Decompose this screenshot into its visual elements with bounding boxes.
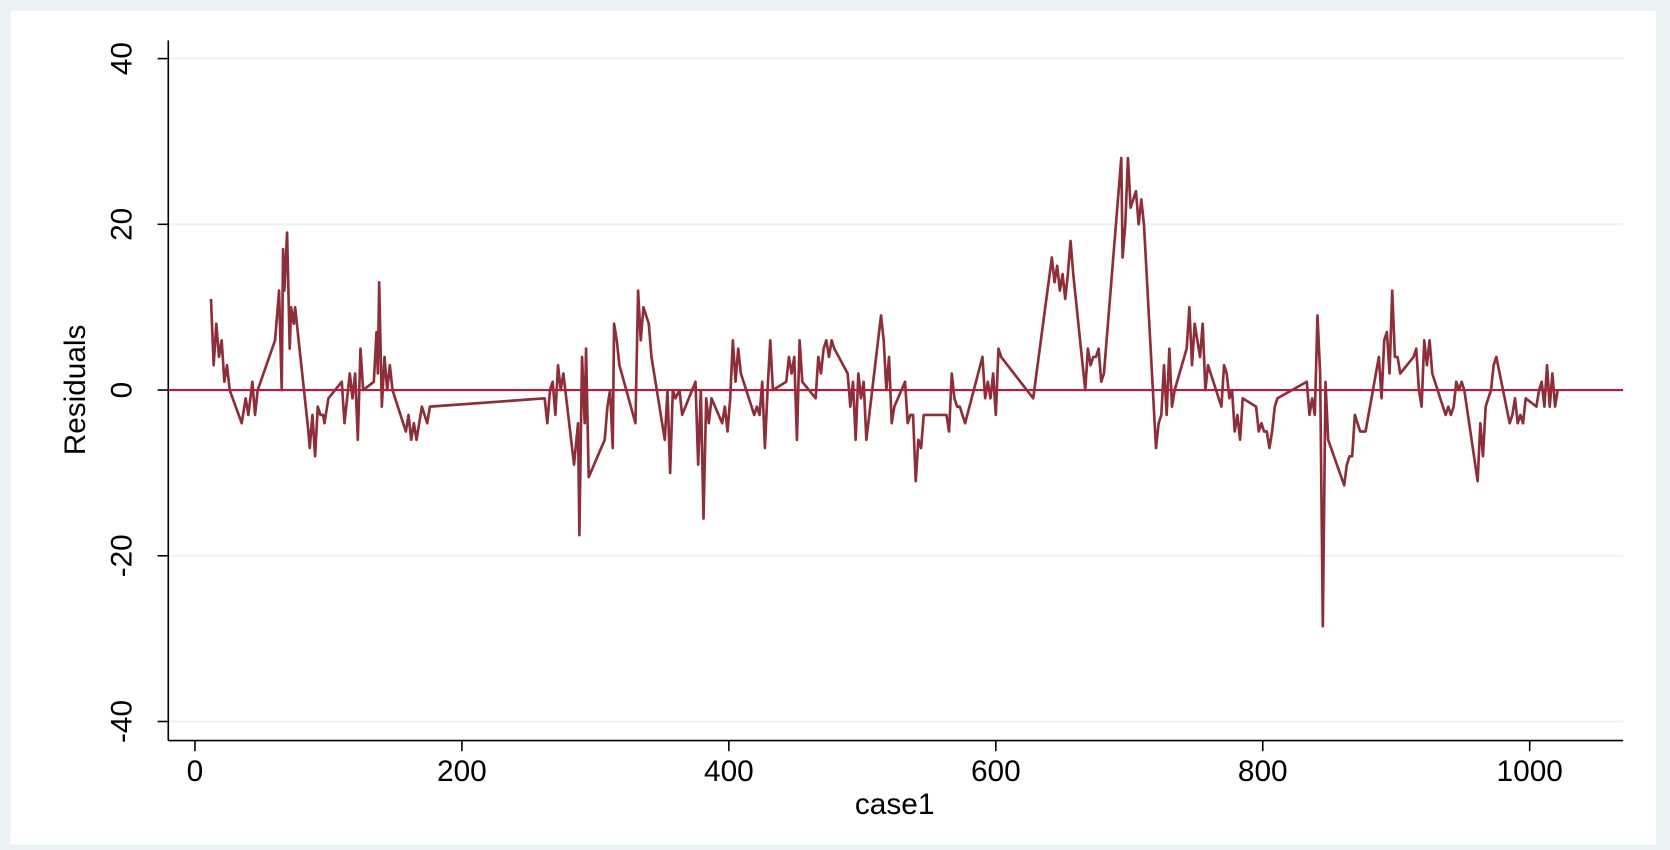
data-line	[209, 156, 1560, 628]
y-tick-label: 20	[105, 208, 138, 241]
x-tick-label: 600	[971, 755, 1021, 788]
y-tick-label: -20	[105, 534, 138, 577]
plot-region	[10, 10, 1657, 845]
y-axis-label: Residuals	[59, 325, 92, 456]
y-tick-label: 40	[105, 42, 138, 75]
x-tick-label: 800	[1238, 755, 1288, 788]
x-tick-label: 400	[704, 755, 754, 788]
y-tick-label: -40	[105, 700, 138, 743]
x-tick-label: 200	[437, 755, 487, 788]
x-tick-label: 1000	[1497, 755, 1563, 788]
x-tick-label: 0	[187, 755, 204, 788]
y-tick-label: 0	[105, 382, 138, 399]
x-axis-label: case1	[855, 788, 935, 821]
